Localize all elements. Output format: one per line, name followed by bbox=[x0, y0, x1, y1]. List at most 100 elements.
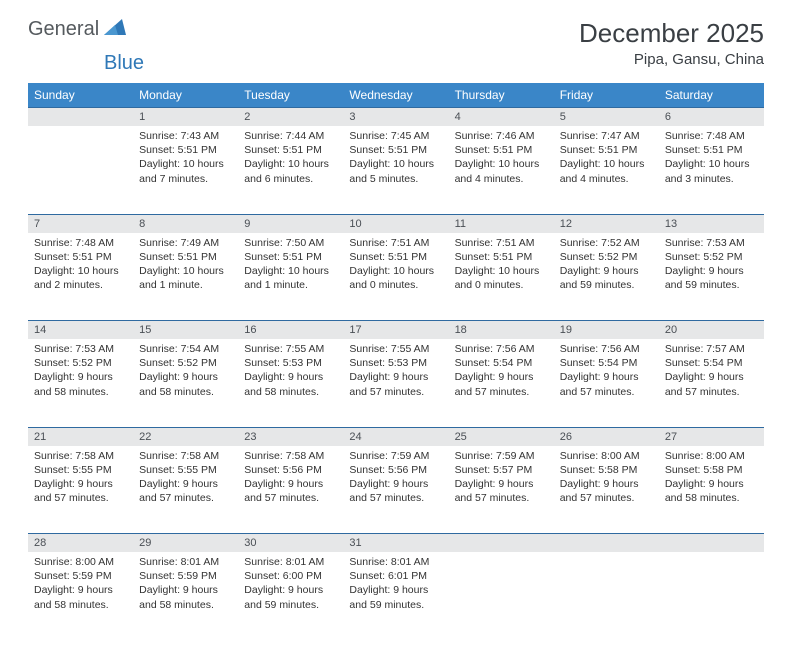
sunrise-text: Sunrise: 7:53 AM bbox=[665, 236, 758, 250]
week-content-row: Sunrise: 7:43 AMSunset: 5:51 PMDaylight:… bbox=[28, 126, 764, 214]
daylight-text: Daylight: 10 hours and 6 minutes. bbox=[244, 157, 337, 185]
day-cell: Sunrise: 7:48 AMSunset: 5:51 PMDaylight:… bbox=[659, 126, 764, 192]
sunrise-text: Sunrise: 7:49 AM bbox=[139, 236, 232, 250]
day-cell: Sunrise: 7:58 AMSunset: 5:55 PMDaylight:… bbox=[133, 446, 238, 512]
daylight-text: Daylight: 9 hours and 57 minutes. bbox=[665, 370, 758, 398]
day-number: 12 bbox=[554, 215, 659, 233]
daylight-text: Daylight: 10 hours and 1 minute. bbox=[139, 264, 232, 292]
sunset-text: Sunset: 5:54 PM bbox=[560, 356, 653, 370]
day-cell: Sunrise: 7:43 AMSunset: 5:51 PMDaylight:… bbox=[133, 126, 238, 192]
daylight-text: Daylight: 9 hours and 59 minutes. bbox=[560, 264, 653, 292]
sunset-text: Sunset: 5:51 PM bbox=[139, 250, 232, 264]
day-number: 21 bbox=[28, 428, 133, 446]
day-cell: Sunrise: 7:48 AMSunset: 5:51 PMDaylight:… bbox=[28, 233, 133, 299]
sunset-text: Sunset: 5:51 PM bbox=[455, 250, 548, 264]
sunrise-text: Sunrise: 7:55 AM bbox=[244, 342, 337, 356]
sunrise-text: Sunrise: 7:45 AM bbox=[349, 129, 442, 143]
empty-day bbox=[449, 534, 554, 552]
sunrise-text: Sunrise: 7:57 AM bbox=[665, 342, 758, 356]
day-number: 25 bbox=[449, 428, 554, 446]
day-number: 7 bbox=[28, 215, 133, 233]
day-cell: Sunrise: 8:00 AMSunset: 5:58 PMDaylight:… bbox=[554, 446, 659, 512]
sunrise-text: Sunrise: 7:46 AM bbox=[455, 129, 548, 143]
sunset-text: Sunset: 5:55 PM bbox=[139, 463, 232, 477]
daylight-text: Daylight: 9 hours and 57 minutes. bbox=[34, 477, 127, 505]
day-cell: Sunrise: 7:53 AMSunset: 5:52 PMDaylight:… bbox=[28, 339, 133, 405]
weekday-header: Saturday bbox=[659, 83, 764, 108]
day-cell: Sunrise: 8:00 AMSunset: 5:58 PMDaylight:… bbox=[659, 446, 764, 512]
daylight-text: Daylight: 10 hours and 3 minutes. bbox=[665, 157, 758, 185]
sunrise-text: Sunrise: 7:56 AM bbox=[560, 342, 653, 356]
sunset-text: Sunset: 5:58 PM bbox=[665, 463, 758, 477]
sunrise-text: Sunrise: 7:59 AM bbox=[349, 449, 442, 463]
day-number: 20 bbox=[659, 321, 764, 339]
sunset-text: Sunset: 5:52 PM bbox=[665, 250, 758, 264]
daylight-text: Daylight: 9 hours and 57 minutes. bbox=[560, 477, 653, 505]
day-cell: Sunrise: 7:55 AMSunset: 5:53 PMDaylight:… bbox=[343, 339, 448, 405]
weekday-header-row: SundayMondayTuesdayWednesdayThursdayFrid… bbox=[28, 83, 764, 108]
sunset-text: Sunset: 5:56 PM bbox=[349, 463, 442, 477]
calendar-table: SundayMondayTuesdayWednesdayThursdayFrid… bbox=[28, 83, 764, 640]
sunset-text: Sunset: 5:51 PM bbox=[349, 250, 442, 264]
sunset-text: Sunset: 5:51 PM bbox=[139, 143, 232, 157]
sunset-text: Sunset: 5:51 PM bbox=[455, 143, 548, 157]
day-number: 1 bbox=[133, 108, 238, 126]
sunrise-text: Sunrise: 7:48 AM bbox=[34, 236, 127, 250]
day-number: 26 bbox=[554, 428, 659, 446]
location: Pipa, Gansu, China bbox=[579, 51, 764, 68]
sunrise-text: Sunrise: 7:43 AM bbox=[139, 129, 232, 143]
week-daynum-row: 21222324252627 bbox=[28, 427, 764, 446]
day-cell: Sunrise: 8:01 AMSunset: 6:01 PMDaylight:… bbox=[343, 552, 448, 618]
day-cell: Sunrise: 7:56 AMSunset: 5:54 PMDaylight:… bbox=[449, 339, 554, 405]
sunrise-text: Sunrise: 7:58 AM bbox=[34, 449, 127, 463]
logo-triangle-icon bbox=[104, 19, 126, 40]
daylight-text: Daylight: 10 hours and 2 minutes. bbox=[34, 264, 127, 292]
sunset-text: Sunset: 5:58 PM bbox=[560, 463, 653, 477]
daylight-text: Daylight: 9 hours and 58 minutes. bbox=[34, 583, 127, 611]
daylight-text: Daylight: 9 hours and 57 minutes. bbox=[244, 477, 337, 505]
day-cell: Sunrise: 7:58 AMSunset: 5:55 PMDaylight:… bbox=[28, 446, 133, 512]
daylight-text: Daylight: 9 hours and 59 minutes. bbox=[349, 583, 442, 611]
daylight-text: Daylight: 10 hours and 5 minutes. bbox=[349, 157, 442, 185]
day-cell: Sunrise: 7:45 AMSunset: 5:51 PMDaylight:… bbox=[343, 126, 448, 192]
sunrise-text: Sunrise: 8:00 AM bbox=[665, 449, 758, 463]
sunset-text: Sunset: 5:51 PM bbox=[34, 250, 127, 264]
sunrise-text: Sunrise: 7:44 AM bbox=[244, 129, 337, 143]
day-number: 8 bbox=[133, 215, 238, 233]
day-number: 4 bbox=[449, 108, 554, 126]
day-number: 18 bbox=[449, 321, 554, 339]
month-title: December 2025 bbox=[579, 18, 764, 49]
sunset-text: Sunset: 5:53 PM bbox=[349, 356, 442, 370]
sunset-text: Sunset: 5:52 PM bbox=[560, 250, 653, 264]
sunset-text: Sunset: 5:51 PM bbox=[244, 143, 337, 157]
sunrise-text: Sunrise: 8:01 AM bbox=[244, 555, 337, 569]
daylight-text: Daylight: 9 hours and 57 minutes. bbox=[455, 370, 548, 398]
day-number: 2 bbox=[238, 108, 343, 126]
daylight-text: Daylight: 9 hours and 58 minutes. bbox=[139, 370, 232, 398]
day-cell: Sunrise: 7:53 AMSunset: 5:52 PMDaylight:… bbox=[659, 233, 764, 299]
sunset-text: Sunset: 6:00 PM bbox=[244, 569, 337, 583]
day-cell: Sunrise: 7:55 AMSunset: 5:53 PMDaylight:… bbox=[238, 339, 343, 405]
day-cell: Sunrise: 7:59 AMSunset: 5:56 PMDaylight:… bbox=[343, 446, 448, 512]
day-cell: Sunrise: 7:58 AMSunset: 5:56 PMDaylight:… bbox=[238, 446, 343, 512]
weekday-header: Wednesday bbox=[343, 83, 448, 108]
daylight-text: Daylight: 9 hours and 57 minutes. bbox=[560, 370, 653, 398]
sunrise-text: Sunrise: 7:58 AM bbox=[244, 449, 337, 463]
sunset-text: Sunset: 5:59 PM bbox=[139, 569, 232, 583]
daylight-text: Daylight: 10 hours and 0 minutes. bbox=[349, 264, 442, 292]
day-cell: Sunrise: 7:59 AMSunset: 5:57 PMDaylight:… bbox=[449, 446, 554, 512]
sunrise-text: Sunrise: 7:48 AM bbox=[665, 129, 758, 143]
sunset-text: Sunset: 5:59 PM bbox=[34, 569, 127, 583]
daylight-text: Daylight: 9 hours and 59 minutes. bbox=[244, 583, 337, 611]
day-cell: Sunrise: 8:01 AMSunset: 5:59 PMDaylight:… bbox=[133, 552, 238, 618]
sunset-text: Sunset: 5:53 PM bbox=[244, 356, 337, 370]
day-number: 6 bbox=[659, 108, 764, 126]
daylight-text: Daylight: 10 hours and 4 minutes. bbox=[560, 157, 653, 185]
day-number: 28 bbox=[28, 534, 133, 552]
sunset-text: Sunset: 5:52 PM bbox=[34, 356, 127, 370]
daylight-text: Daylight: 9 hours and 57 minutes. bbox=[349, 477, 442, 505]
day-cell: Sunrise: 7:52 AMSunset: 5:52 PMDaylight:… bbox=[554, 233, 659, 299]
day-number: 10 bbox=[343, 215, 448, 233]
logo-text-blue: Blue bbox=[104, 52, 144, 75]
sunrise-text: Sunrise: 7:59 AM bbox=[455, 449, 548, 463]
